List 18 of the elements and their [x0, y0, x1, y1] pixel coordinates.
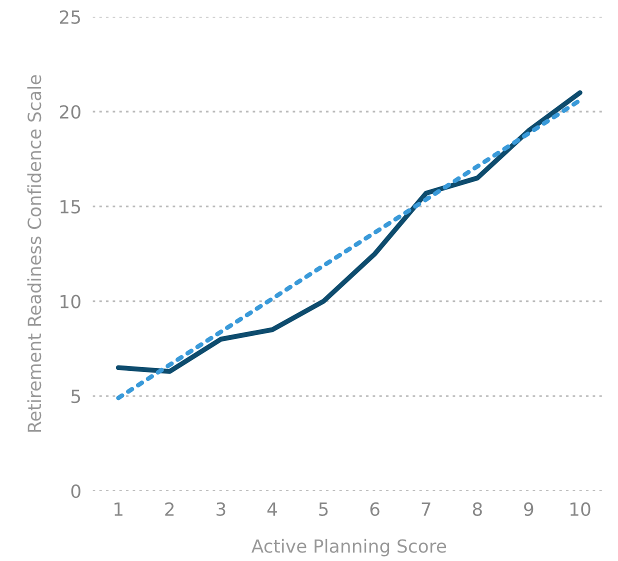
y-tick-label: 15: [60, 200, 80, 214]
x-tick-label: 10: [570, 502, 590, 516]
y-tick-label: 0: [71, 484, 80, 498]
x-tick-label: 1: [114, 502, 122, 516]
y-axis-title: Retirement Readiness Confidence Scale: [27, 75, 42, 432]
x-tick-label: 2: [165, 502, 174, 516]
x-tick-label: 9: [524, 502, 534, 516]
x-tick-label: 7: [422, 502, 430, 516]
x-tick-label: 5: [319, 502, 328, 516]
y-tick-label: 10: [60, 294, 80, 308]
y-tick-label: 5: [71, 390, 80, 404]
x-tick-label: 8: [472, 502, 482, 516]
y-tick-label: 20: [60, 105, 80, 119]
x-tick-label: 6: [370, 502, 380, 516]
x-axis-title: Active Planning Score: [251, 538, 446, 556]
y-tick-label: 25: [60, 10, 80, 24]
x-tick-label: 3: [216, 502, 226, 516]
x-tick-label: 4: [267, 502, 277, 516]
